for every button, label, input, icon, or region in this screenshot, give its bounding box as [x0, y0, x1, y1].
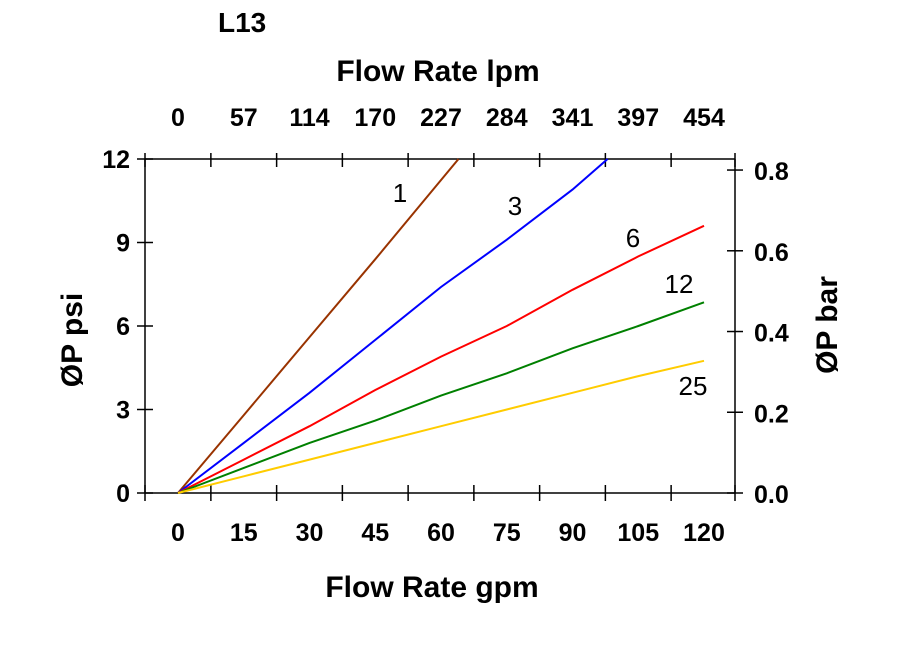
y-tick-label: 6	[116, 313, 130, 341]
y2-tick-label: 0.0	[754, 481, 789, 509]
series-labels: 1 3 6 12 25	[393, 178, 708, 401]
x-axis-label: Flow Rate gpm	[325, 571, 538, 604]
series-lines	[177, 158, 705, 494]
series-label-6: 6	[626, 223, 640, 253]
series-label-3: 3	[508, 191, 522, 221]
chart-title: L13	[218, 7, 266, 38]
series-line-1	[177, 158, 460, 494]
y2-tick-label: 0.4	[754, 320, 789, 348]
series-line-3	[177, 158, 609, 494]
x2-tick-label: 454	[683, 104, 725, 132]
x-tick-label: 90	[559, 519, 587, 547]
top-x-axis-label: Flow Rate lpm	[336, 55, 539, 88]
series-line-12	[177, 301, 705, 494]
y-tick-label: 0	[116, 480, 130, 508]
x-tick-label: 45	[361, 519, 389, 547]
x-tick-label: 120	[683, 519, 725, 547]
x-tick-label: 105	[617, 519, 659, 547]
x2-tick-label: 341	[552, 104, 594, 132]
y2-tick-label: 0.8	[754, 158, 789, 186]
y-tick-label: 12	[102, 146, 130, 174]
x-tick-label: 75	[493, 519, 521, 547]
y-tick-label: 9	[116, 230, 130, 258]
series-label-1: 1	[393, 178, 407, 208]
x2-tick-label: 0	[171, 104, 185, 132]
x2-tick-label: 397	[617, 104, 659, 132]
x-tick-label: 15	[230, 519, 258, 547]
series-label-25: 25	[679, 371, 708, 401]
series-line-25	[177, 359, 705, 494]
y2-tick-label: 0.6	[754, 239, 789, 267]
y2-tick-label: 0.2	[754, 400, 789, 428]
series-label-12: 12	[665, 269, 694, 299]
y-tick-label: 3	[116, 397, 130, 425]
series-line-6	[177, 224, 705, 494]
x-tick-label: 60	[427, 519, 455, 547]
x2-tick-label: 284	[486, 104, 528, 132]
x2-tick-label: 170	[354, 104, 396, 132]
x-tick-label: 0	[171, 519, 185, 547]
x-tick-label: 30	[296, 519, 324, 547]
right-y-axis-label: ØP bar	[811, 276, 844, 374]
x2-tick-label: 57	[230, 104, 258, 132]
y-axis-label: ØP psi	[56, 293, 89, 387]
x2-tick-label: 114	[289, 104, 329, 132]
axes: 0015573011445170602277528490341105397120…	[102, 104, 789, 547]
x2-tick-label: 227	[420, 104, 462, 132]
